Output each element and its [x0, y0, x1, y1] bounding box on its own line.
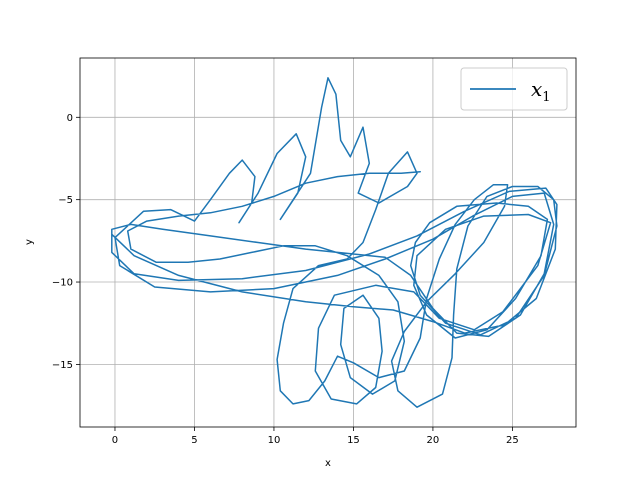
y-tick-label: −10	[52, 278, 73, 289]
x-tick-label: 10	[268, 435, 281, 446]
grid-lines	[80, 58, 576, 427]
y-axis-label: y	[24, 239, 35, 245]
y-tick-label: −15	[52, 360, 73, 371]
y-tick-label: 0	[67, 113, 73, 124]
x-axis-label: x	[325, 458, 331, 469]
x-tick-label: 15	[347, 435, 360, 446]
series-layer	[111, 77, 558, 408]
legend-entry-label: x1	[531, 77, 551, 105]
x-tick-label: 0	[112, 435, 118, 446]
x-tick-label: 5	[191, 435, 197, 446]
x-tick-label: 20	[427, 435, 440, 446]
legend: x1	[460, 67, 568, 111]
legend-entry-var: x	[531, 77, 542, 101]
ticks: 0 5 10 15 20 25 0 −5 −10 −15	[52, 113, 519, 446]
legend-entry-sub: 1	[542, 90, 550, 105]
series-line	[111, 77, 558, 408]
x-tick-label: 25	[506, 435, 519, 446]
plot-frame	[79, 57, 577, 428]
y-tick-label: −5	[58, 195, 73, 206]
